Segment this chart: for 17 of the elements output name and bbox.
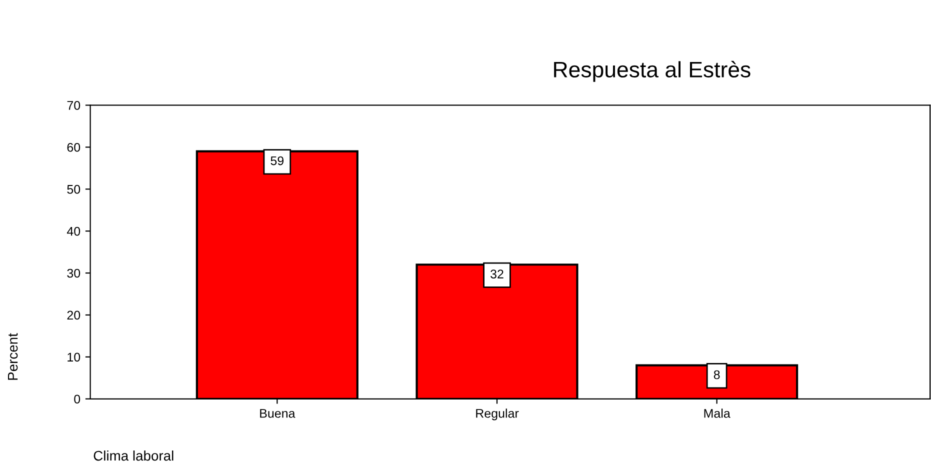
y-tick-label: 20 [67,310,80,320]
x-tick-label: Buena [260,409,296,418]
data-label: 32 [490,270,504,278]
y-tick-label: 0 [74,394,80,404]
chart-title: Respuesta al Estrès [554,60,750,82]
y-tick-label: 70 [67,100,80,110]
y-tick-label: 50 [67,184,80,194]
y-tick-label: 10 [68,352,80,362]
x-tick-label: Regular [476,408,519,420]
data-label: 59 [270,156,284,166]
y-axis-title: Percent [8,333,18,380]
x-axis-title: Clima laboral [94,450,174,461]
data-label: 8 [714,370,720,380]
y-tick-label: 30 [67,268,80,278]
y-tick-label: 40 [66,226,80,236]
y-tick-label: 60 [67,142,80,152]
x-tick-label: Mala [704,408,730,418]
